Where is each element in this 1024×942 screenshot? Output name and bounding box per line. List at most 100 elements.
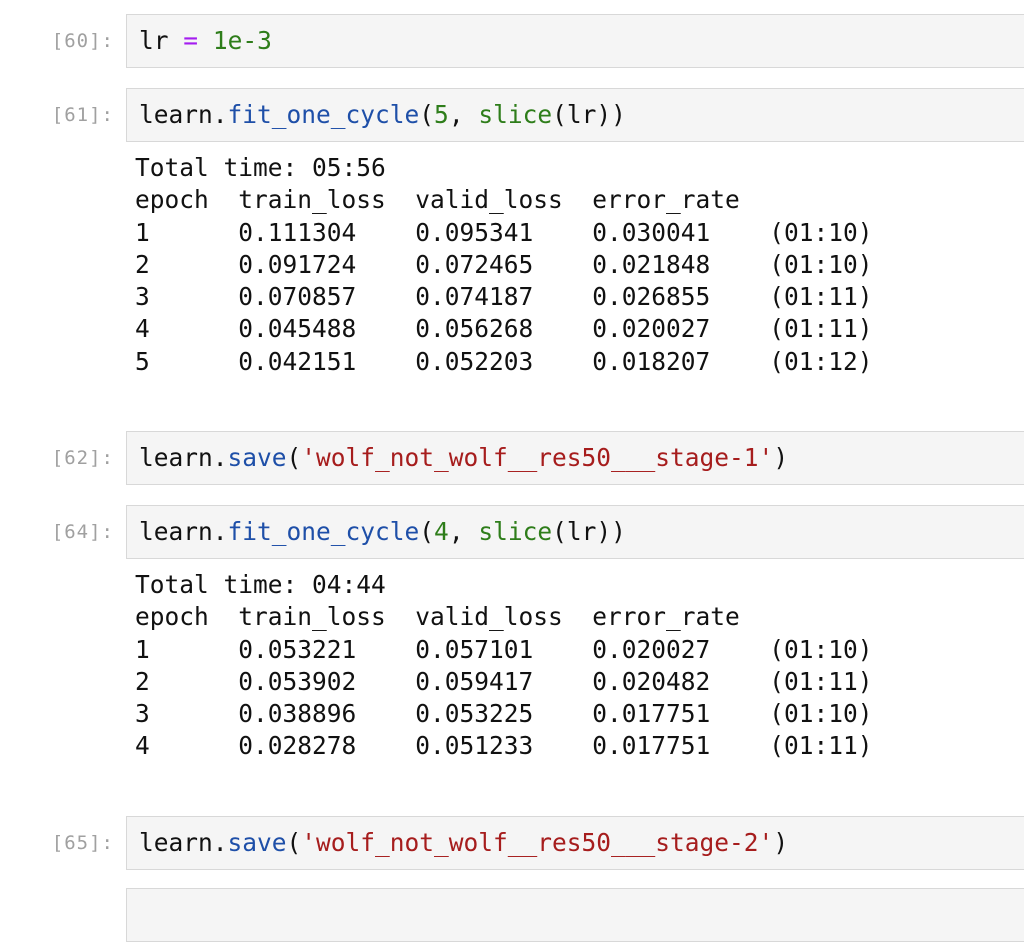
table-cell: 1 <box>135 217 150 247</box>
object: learn. <box>139 100 228 129</box>
table-row: 1 0.111304 0.095341 0.030041 (01:10) <box>135 217 1015 249</box>
table-row: 3 0.038896 0.053225 0.017751 (01:10) <box>135 698 1015 730</box>
number: 1e-3 <box>212 26 272 55</box>
code-line: learn.fit_one_cycle(5, slice(lr)) <box>139 89 626 141</box>
table-cell: 3 <box>135 282 150 312</box>
builtin: slice <box>478 517 553 546</box>
next-code-cell[interactable] <box>126 888 1024 942</box>
number: 5 <box>434 100 449 129</box>
table-cell: 1 <box>135 634 150 664</box>
table-cell: 0.053225 <box>415 699 534 729</box>
table-header: epoch train_loss valid_loss error_rate <box>135 601 1015 633</box>
string: 'wolf_not_wolf__res50___stage-1' <box>301 443 774 472</box>
table-row: 2 0.091724 0.072465 0.021848 (01:10) <box>135 249 1015 281</box>
table-cell: 0.056268 <box>415 314 534 344</box>
header <box>769 184 946 216</box>
code-cell-save-2[interactable]: learn.save('wolf_not_wolf__res50___stage… <box>126 816 1024 870</box>
header: valid_loss <box>415 602 563 632</box>
table-cell: 0.038896 <box>238 699 357 729</box>
table-cell: 0.059417 <box>415 666 534 696</box>
table-row: 4 0.028278 0.051233 0.017751 (01:11) <box>135 730 1015 762</box>
table-cell: (01:10) <box>769 699 873 729</box>
table-cell: 0.017751 <box>592 731 711 761</box>
table-cell: (01:10) <box>769 634 873 664</box>
object: learn. <box>139 517 228 546</box>
table-cell: 0.028278 <box>238 731 357 761</box>
args: (lr)) <box>552 517 626 546</box>
table-cell: (01:11) <box>769 666 873 696</box>
table-cell: 0.051233 <box>415 731 534 761</box>
table-cell: 3 <box>135 699 150 729</box>
table-cell: 0.021848 <box>592 249 711 279</box>
table-cell: (01:11) <box>769 282 873 312</box>
cell-prompt: [62]: <box>51 447 114 469</box>
cell-prompt: [64]: <box>51 521 114 543</box>
table-row: 3 0.070857 0.074187 0.026855 (01:11) <box>135 281 1015 313</box>
table-cell: (01:11) <box>769 314 873 344</box>
paren: ) <box>773 443 789 472</box>
table-cell: 4 <box>135 314 150 344</box>
code-cell-fit-1[interactable]: learn.fit_one_cycle(5, slice(lr)) <box>126 88 1024 142</box>
table-row: 1 0.053221 0.057101 0.020027 (01:10) <box>135 634 1015 666</box>
table-cell: 0.045488 <box>238 314 357 344</box>
table-cell: 0.095341 <box>415 217 534 247</box>
table-cell: 0.053221 <box>238 634 357 664</box>
object: learn. <box>139 828 228 857</box>
table-cell: 0.072465 <box>415 249 534 279</box>
header: valid_loss <box>415 185 563 215</box>
table-row: 2 0.053902 0.059417 0.020482 (01:11) <box>135 666 1015 698</box>
paren: ( <box>286 443 302 472</box>
table-cell: 2 <box>135 666 150 696</box>
table-cell: 0.070857 <box>238 282 357 312</box>
table-cell: 0.026855 <box>592 282 711 312</box>
table-body: 1 0.053221 0.057101 0.020027 (01:10) 2 0.05390… <box>135 634 1015 763</box>
variable: lr <box>139 26 169 55</box>
paren: ( <box>419 100 435 129</box>
total-time: Total time: 05:56 <box>135 153 386 182</box>
table-cell: (01:10) <box>769 217 873 247</box>
cell-prompt: [65]: <box>51 832 114 854</box>
header: train_loss <box>238 185 386 215</box>
table-cell: 0.017751 <box>592 699 711 729</box>
table-cell: 0.074187 <box>415 282 534 312</box>
function: save <box>227 828 287 857</box>
paren: ( <box>419 517 435 546</box>
number: 4 <box>434 517 449 546</box>
operator: = <box>183 26 199 55</box>
code-line: lr = 1e-3 <box>139 15 272 67</box>
table-cell: 0.052203 <box>415 346 534 376</box>
args: (lr)) <box>552 100 626 129</box>
code-line: learn.save('wolf_not_wolf__res50___stage… <box>139 817 788 869</box>
string: 'wolf_not_wolf__res50___stage-2' <box>301 828 774 857</box>
code-cell-lr[interactable]: lr = 1e-3 <box>126 14 1024 68</box>
header: error_rate <box>592 185 740 215</box>
function: fit_one_cycle <box>227 517 420 546</box>
cell-output: Total time: 04:44 epoch train_loss valid_lo… <box>135 569 1015 763</box>
builtin: slice <box>478 100 553 129</box>
table-cell: (01:11) <box>769 731 873 761</box>
cell-output: Total time: 05:56 epoch train_loss valid_lo… <box>135 152 1015 378</box>
code-cell-save-1[interactable]: learn.save('wolf_not_wolf__res50___stage… <box>126 431 1024 485</box>
table-cell: 0.020027 <box>592 314 711 344</box>
table-cell: 0.057101 <box>415 634 534 664</box>
paren: ) <box>773 828 789 857</box>
table-cell: (01:12) <box>769 346 873 376</box>
table-cell: 0.053902 <box>238 666 357 696</box>
header: epoch <box>135 185 209 215</box>
table-cell: 5 <box>135 346 150 376</box>
table-row: 5 0.042151 0.052203 0.018207 (01:12) <box>135 346 1015 378</box>
code-cell-fit-2[interactable]: learn.fit_one_cycle(4, slice(lr)) <box>126 505 1024 559</box>
header: error_rate <box>592 602 740 632</box>
table-cell: (01:10) <box>769 249 873 279</box>
table-cell: 0.091724 <box>238 249 357 279</box>
function: save <box>227 443 287 472</box>
object: learn. <box>139 443 228 472</box>
total-time: Total time: 04:44 <box>135 570 386 599</box>
header: epoch <box>135 602 209 632</box>
table-cell: 0.020027 <box>592 634 711 664</box>
code-line: learn.save('wolf_not_wolf__res50___stage… <box>139 432 788 484</box>
table-body: 1 0.111304 0.095341 0.030041 (01:10) 2 0.09172… <box>135 217 1015 378</box>
table-header: epoch train_loss valid_loss error_rate <box>135 184 1015 216</box>
paren: ( <box>286 828 302 857</box>
table-cell: 0.111304 <box>238 217 357 247</box>
